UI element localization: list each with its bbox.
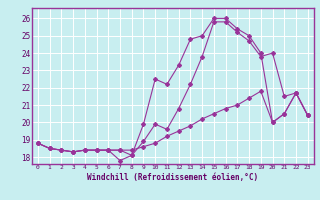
X-axis label: Windchill (Refroidissement éolien,°C): Windchill (Refroidissement éolien,°C) xyxy=(87,173,258,182)
